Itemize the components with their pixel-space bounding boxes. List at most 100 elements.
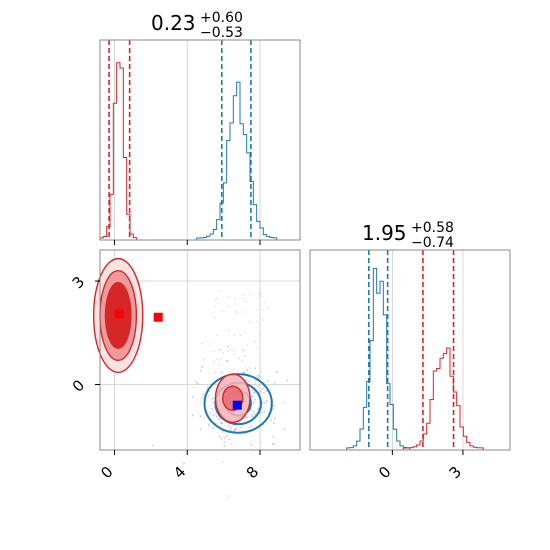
sample-point-blue bbox=[261, 402, 264, 405]
sample-point-blue bbox=[286, 379, 289, 382]
sample-point-pink bbox=[208, 411, 211, 414]
sample-point-pink bbox=[230, 442, 233, 445]
sample-point-blue bbox=[254, 398, 256, 401]
sample-point-blue bbox=[197, 382, 199, 385]
sample-point-pink bbox=[251, 402, 254, 405]
sample-point-blue bbox=[243, 371, 245, 374]
sample-point-blue bbox=[263, 401, 266, 404]
sample-point-blue bbox=[192, 396, 195, 398]
sample-point-blue bbox=[199, 428, 202, 431]
sample-point-pink bbox=[232, 368, 235, 371]
sample-point-pink bbox=[216, 358, 219, 360]
sample-point-blue bbox=[273, 417, 276, 420]
sample-point-faint bbox=[254, 340, 257, 343]
sample-point-blue bbox=[246, 369, 249, 372]
sample-point-blue bbox=[251, 396, 254, 399]
sample-point-blue bbox=[266, 380, 269, 383]
sample-point-pink bbox=[213, 371, 216, 374]
sample-point-faint bbox=[242, 294, 244, 297]
sample-point-blue bbox=[203, 393, 205, 396]
sample-point-blue bbox=[257, 374, 259, 377]
sample-point-blue bbox=[228, 438, 231, 441]
sample-point-blue bbox=[220, 438, 223, 440]
sample-point-faint bbox=[245, 301, 248, 304]
sample-point-pink bbox=[260, 441, 262, 444]
sample-point-pink bbox=[230, 427, 232, 430]
panel-frame bbox=[99, 39, 301, 241]
sample-point-faint bbox=[223, 311, 225, 313]
sample-point-blue bbox=[199, 415, 202, 418]
sample-point-faint bbox=[228, 296, 231, 298]
sample-point-blue bbox=[220, 421, 222, 424]
sample-point-pink bbox=[250, 409, 253, 411]
sample-point-pink bbox=[219, 358, 222, 361]
marker-2 bbox=[153, 312, 163, 322]
sample-point-pink bbox=[250, 453, 252, 455]
sample-point-blue bbox=[252, 401, 255, 404]
sample-point-faint bbox=[243, 332, 246, 334]
sample-point-faint bbox=[249, 320, 252, 323]
sample-point-blue bbox=[250, 443, 253, 446]
sample-point-blue bbox=[259, 390, 262, 393]
sample-point-blue bbox=[226, 345, 229, 348]
sample-point-blue bbox=[234, 427, 237, 430]
sample-point-blue bbox=[212, 401, 215, 404]
sample-point-pink bbox=[228, 424, 230, 427]
sample-point-pink bbox=[209, 413, 212, 416]
sample-point-blue bbox=[246, 416, 248, 419]
panel-frame bbox=[99, 249, 301, 451]
sample-point-faint bbox=[239, 334, 242, 337]
sample-point-blue bbox=[251, 389, 254, 392]
x-tick-label: 8 bbox=[243, 463, 262, 482]
marker-1 bbox=[114, 309, 124, 319]
sample-point-faint bbox=[256, 309, 259, 311]
sample-point-pink bbox=[219, 348, 222, 351]
sample-point-blue bbox=[240, 426, 243, 429]
sample-point-blue bbox=[151, 444, 154, 447]
sample-point-blue bbox=[220, 371, 223, 374]
sample-point-blue bbox=[254, 379, 257, 382]
sample-point-faint bbox=[234, 298, 237, 300]
sample-point-pink bbox=[244, 355, 247, 358]
title-param-1: 0.23 bbox=[151, 11, 196, 35]
sample-point-blue bbox=[273, 381, 276, 384]
sample-point-blue bbox=[218, 418, 220, 421]
sample-point-pink bbox=[226, 359, 229, 362]
sample-point-pink bbox=[254, 382, 257, 385]
sample-point-pink bbox=[217, 364, 220, 366]
sample-point-pink bbox=[192, 386, 195, 389]
sample-point-pink bbox=[241, 359, 244, 362]
scatter-density-panel bbox=[92, 249, 301, 497]
sample-point-pink bbox=[203, 358, 205, 361]
sample-point-blue bbox=[201, 396, 204, 399]
y-tick-label: 3 bbox=[69, 273, 88, 292]
sample-point-blue bbox=[263, 411, 266, 413]
sample-point-faint bbox=[236, 312, 238, 315]
sample-point-pink bbox=[201, 342, 204, 345]
sample-point-blue bbox=[257, 385, 260, 387]
x-tick-label: 4 bbox=[170, 463, 189, 482]
sample-point-pink bbox=[283, 401, 286, 404]
histogram-param-2-panel bbox=[309, 249, 511, 451]
sample-point-pink bbox=[233, 348, 235, 351]
sample-point-blue bbox=[211, 397, 214, 400]
sample-point-blue bbox=[266, 400, 268, 403]
sample-point-faint bbox=[249, 292, 252, 295]
sample-point-blue bbox=[251, 415, 254, 418]
sample-point-blue bbox=[199, 369, 202, 372]
sample-point-pink bbox=[224, 432, 227, 435]
sample-point-pink bbox=[213, 360, 216, 363]
sample-point-blue bbox=[253, 391, 256, 394]
sample-point-faint bbox=[218, 289, 221, 292]
sample-point-blue bbox=[251, 413, 254, 416]
sample-point-pink bbox=[253, 383, 256, 386]
sample-point-faint bbox=[259, 293, 262, 295]
sample-point-blue bbox=[183, 462, 185, 465]
sample-point-blue bbox=[253, 410, 255, 413]
sample-point-blue bbox=[211, 408, 213, 410]
sample-point-blue bbox=[223, 445, 226, 447]
sample-point-blue bbox=[229, 429, 232, 432]
sample-point-faint bbox=[256, 347, 259, 349]
sample-point-faint bbox=[259, 332, 261, 335]
